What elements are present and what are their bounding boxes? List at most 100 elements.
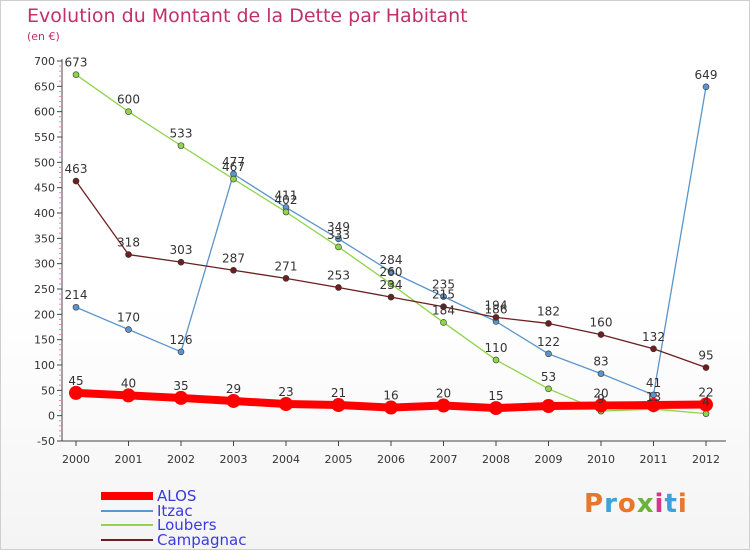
- data-label-loubers: 110: [485, 341, 508, 355]
- y-tick-label: 150: [34, 334, 55, 347]
- data-point-alos: [384, 400, 398, 415]
- data-point-alos: [69, 385, 83, 400]
- data-point-campagnac: [282, 275, 290, 282]
- y-tick-label: 550: [34, 131, 55, 144]
- data-point-itzac: [125, 326, 132, 333]
- data-label-loubers: 4: [702, 395, 710, 409]
- data-label-alos: 29: [226, 382, 241, 396]
- data-point-loubers: [177, 142, 185, 149]
- data-point-loubers: [387, 280, 395, 288]
- data-point-loubers: [492, 356, 500, 364]
- data-label-alos: 40: [121, 376, 136, 390]
- data-label-alos: 15: [488, 389, 503, 403]
- data-label-itzac: 122: [537, 335, 560, 349]
- y-tick-label: 100: [34, 359, 55, 372]
- data-label-loubers: 53: [541, 370, 556, 384]
- legend-label: ALOS: [157, 487, 197, 505]
- data-point-alos: [699, 397, 713, 412]
- data-point-alos: [174, 390, 188, 405]
- logo-letter: t: [664, 489, 678, 519]
- data-point-alos: [541, 399, 556, 414]
- data-label-campagnac: 253: [327, 268, 350, 282]
- data-point-itzac: [72, 303, 80, 311]
- data-label-itzac: 411: [275, 188, 298, 202]
- data-point-campagnac: [177, 258, 185, 266]
- y-tick-label: 600: [34, 106, 55, 119]
- data-point-loubers: [440, 319, 447, 326]
- data-point-loubers: [125, 108, 132, 115]
- data-point-campagnac: [597, 331, 605, 338]
- data-label-alos: 45: [68, 374, 83, 388]
- data-label-itzac: 477: [222, 155, 245, 169]
- legend-swatch: [101, 524, 153, 526]
- x-tick-label: 2008: [482, 453, 510, 466]
- x-tick-label: 2001: [115, 453, 143, 466]
- proxiti-logo: Proxiti: [584, 489, 688, 519]
- data-label-itzac: 186: [485, 302, 508, 316]
- legend-label: Campagnac: [157, 530, 247, 549]
- y-tick-label: 300: [34, 258, 55, 271]
- x-tick-label: 2009: [535, 453, 563, 466]
- y-tick-label: 500: [34, 156, 55, 169]
- logo-letter: r: [604, 489, 618, 519]
- y-tick-label: 650: [34, 80, 55, 93]
- y-tick-label: -50: [37, 435, 55, 448]
- x-tick-label: 2002: [167, 453, 195, 466]
- data-point-campagnac: [125, 251, 132, 258]
- data-label-loubers: 467: [222, 160, 245, 174]
- x-tick-label: 2012: [692, 453, 720, 466]
- data-label-campagnac: 182: [537, 304, 560, 318]
- data-label-loubers: 260: [380, 265, 403, 279]
- data-label-loubers: 600: [117, 93, 140, 107]
- chart-subtitle: (en €): [27, 30, 60, 43]
- y-tick-label: 200: [34, 308, 55, 321]
- data-point-campagnac: [492, 314, 500, 321]
- logo-letter: i: [677, 489, 688, 519]
- data-label-campagnac: 194: [485, 298, 508, 312]
- data-label-campagnac: 160: [590, 316, 613, 330]
- data-label-itzac: 41: [646, 376, 661, 390]
- data-label-alos: 20: [593, 387, 608, 401]
- data-point-campagnac: [440, 303, 447, 311]
- data-label-itzac: 214: [65, 288, 88, 302]
- chart-title: Evolution du Montant de la Dette par Hab…: [27, 5, 468, 27]
- data-label-itzac: 170: [117, 311, 140, 325]
- data-label-campagnac: 318: [117, 236, 140, 250]
- data-label-alos: 23: [278, 385, 293, 399]
- logo-letter: x: [636, 489, 655, 519]
- data-label-loubers: 9: [597, 392, 605, 406]
- logo-letter: i: [654, 489, 665, 519]
- data-point-loubers: [545, 385, 552, 393]
- data-point-alos: [436, 398, 451, 413]
- data-label-loubers: 184: [432, 303, 455, 317]
- y-tick-label: 350: [34, 232, 55, 245]
- data-point-loubers: [72, 71, 80, 78]
- data-point-itzac: [650, 391, 657, 399]
- data-point-alos: [646, 398, 661, 413]
- data-point-loubers: [282, 208, 290, 216]
- data-label-campagnac: 215: [432, 288, 455, 302]
- legend-swatch: [101, 509, 153, 512]
- data-point-itzac: [177, 348, 185, 356]
- x-tick-label: 2004: [272, 453, 300, 466]
- x-tick-label: 2006: [377, 453, 405, 466]
- x-tick-label: 2003: [220, 453, 248, 466]
- logo-letter: P: [584, 489, 605, 519]
- data-label-loubers: 533: [170, 127, 193, 141]
- data-point-alos: [121, 388, 136, 403]
- data-point-loubers: [335, 243, 342, 251]
- data-point-campagnac: [72, 177, 80, 185]
- data-point-itzac: [702, 83, 710, 91]
- y-tick-label: 700: [34, 55, 55, 68]
- y-tick-label: 0: [48, 410, 55, 423]
- legend-label: Loubers: [157, 516, 217, 534]
- data-label-itzac: 649: [695, 68, 718, 82]
- data-label-alos: 20: [436, 387, 451, 401]
- data-point-campagnac: [650, 345, 657, 353]
- data-label-campagnac: 271: [275, 259, 298, 273]
- data-label-alos: 22: [698, 386, 713, 400]
- data-label-campagnac: 234: [380, 278, 403, 292]
- data-label-loubers: 13: [646, 390, 661, 404]
- data-label-itzac: 126: [170, 333, 193, 347]
